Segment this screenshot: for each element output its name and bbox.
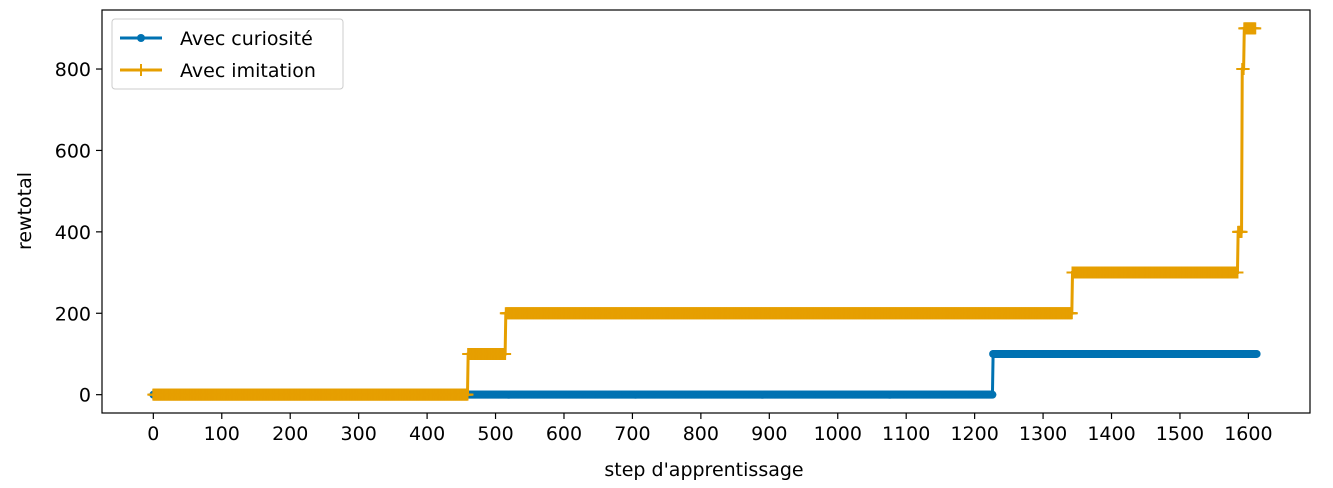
data-point [1235, 225, 1248, 238]
x-tick-label: 300 [341, 423, 377, 445]
x-tick-label: 0 [147, 423, 159, 445]
data-point [1065, 307, 1078, 320]
y-axis-ticks: 0 200 400 600 800 [55, 59, 102, 407]
x-tick-label: 400 [409, 423, 445, 445]
y-axis-label: rewtotal [14, 172, 36, 250]
y-tick-label: 400 [55, 222, 91, 244]
x-tick-label: 1100 [882, 423, 930, 445]
x-tick-label: 1500 [1156, 423, 1204, 445]
series-layer [147, 22, 1262, 401]
series-imitation [147, 22, 1262, 401]
x-tick-label: 700 [614, 423, 650, 445]
x-tick-label: 1000 [814, 423, 862, 445]
x-tick-label: 100 [204, 423, 240, 445]
data-point [461, 388, 474, 401]
legend: Avec curiosité Avec imitation [111, 18, 344, 90]
legend-items: Avec curiosité Avec imitation [120, 28, 316, 82]
x-tick-label: 1300 [1019, 423, 1067, 445]
x-axis-label: step d'apprentissage [604, 459, 803, 481]
y-tick-label: 0 [79, 385, 91, 407]
data-point [1237, 63, 1250, 76]
data-point [1231, 266, 1244, 279]
plot-frame [101, 9, 1311, 414]
legend-item: Avec curiosité [120, 28, 313, 50]
x-tick-label: 1400 [1087, 423, 1135, 445]
x-tick-label: 200 [272, 423, 308, 445]
legend-label: Avec curiosité [180, 28, 313, 50]
data-point [1249, 22, 1262, 35]
y-tick-label: 200 [55, 303, 91, 325]
x-tick-label: 1600 [1224, 423, 1272, 445]
x-tick-label: 600 [546, 423, 582, 445]
data-point [1252, 349, 1261, 358]
y-tick-label: 800 [55, 59, 91, 81]
legend-item: Avec imitation [120, 60, 316, 82]
legend-box [111, 18, 344, 90]
data-point [988, 390, 997, 399]
x-tick-label: 1200 [950, 423, 998, 445]
legend-label: Avec imitation [180, 60, 316, 82]
x-axis-ticks: 0 100 200 300 400 500 600 700 800 900 1000 1100 1200… [147, 413, 1273, 445]
legend-swatch-marker [135, 64, 147, 76]
data-point [499, 347, 512, 360]
x-tick-label: 500 [477, 423, 513, 445]
x-tick-label: 800 [683, 423, 719, 445]
legend-swatch-marker [137, 34, 145, 42]
series-markers [147, 22, 1262, 401]
x-tick-label: 900 [751, 423, 787, 445]
y-tick-label: 600 [55, 140, 91, 162]
